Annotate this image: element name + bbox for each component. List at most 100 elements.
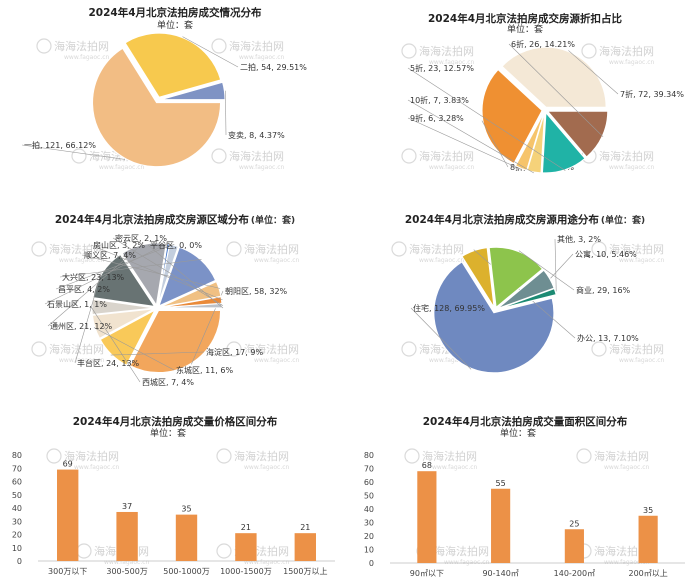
pie-slice-label: 朝阳区, 58, 32% [225, 287, 288, 296]
watermark-logo-icon [401, 148, 417, 164]
pie-leader-line [554, 238, 557, 292]
bar-value-label: 68 [422, 461, 432, 470]
x-tick-label: 90㎡以下 [410, 569, 444, 578]
watermark-logo-icon [226, 241, 242, 257]
x-tick-label: 200㎡以上 [628, 569, 667, 578]
pie-slice [159, 280, 222, 308]
watermark-logo-icon [391, 241, 407, 257]
pie-slice-label: 5折, 23, 12.57% [410, 63, 474, 73]
pie-slice [497, 288, 557, 310]
pie-slice-label: 6折, 26, 14.21% [511, 39, 575, 49]
chart-title-main: 2024年4月北京法拍房成交房源区域分布 [55, 213, 250, 226]
pie-leader-line [182, 36, 239, 68]
watermark-url: www.fagaoc.cn [59, 257, 105, 264]
bar [638, 515, 658, 563]
pie-slice [91, 298, 155, 316]
x-tick-label: 500-1000万 [163, 567, 210, 576]
watermark-logo-icon [591, 241, 607, 257]
watermark-logo-icon [401, 341, 417, 357]
bar [116, 511, 138, 561]
pie-slice-label: 房山区, 3, 2% [93, 240, 145, 250]
bar-chart-price-range: 海海法拍网www.fagaoc.cn海海法拍网www.fagaoc.cn海海法拍… [12, 415, 335, 576]
watermark-logo-icon [591, 341, 607, 357]
pie-chart-auction-round: 海海法拍网www.fagaoc.cn海海法拍网www.fagaoc.cn海海法拍… [21, 6, 307, 171]
bar-value-label: 35 [643, 506, 653, 515]
pie-slice [541, 111, 586, 174]
watermark-text: 海海法拍网 [54, 39, 109, 53]
pie-slice-label: 东城区, 11, 6% [176, 365, 233, 375]
pie-slice-label: 8折, 55, 30.05% [510, 162, 574, 172]
watermark-logo-icon [36, 38, 52, 54]
chart-panel-area-range: 海海法拍网 www.fagaoc.cn 海海法拍网 www.fagaoc.cn 海海法拍… [350, 405, 700, 586]
watermark-text: 海海法拍网 [434, 544, 489, 558]
pie-leader-line [518, 250, 575, 291]
y-tick-label: 60 [12, 478, 22, 487]
chart-panel-district: 海海法拍网 www.fagaoc.cn 海海法拍网 www.fagaoc.cn 海海法拍… [0, 205, 350, 400]
pie-leader-line [110, 351, 205, 356]
chart-title: 2024年4月北京法拍房成交量面积区间分布 [423, 415, 628, 428]
watermark-url: www.fagaoc.cn [239, 164, 285, 171]
chart-title: 2024年4月北京法拍房成交情况分布 [88, 6, 262, 19]
bar [175, 514, 198, 561]
pie-slice-label: 变卖, 8, 4.37% [228, 130, 285, 140]
pie-slice-label: 顺义区, 7, 4% [84, 251, 136, 260]
pie-leader-line [407, 99, 535, 174]
chart-subtitle: (单位：套) [251, 214, 295, 226]
x-tick-label: 300-500万 [106, 567, 147, 576]
x-tick-label: 90-140㎡ [482, 569, 518, 578]
watermark-url: www.fagaoc.cn [64, 54, 110, 61]
watermark-logo-icon [46, 448, 62, 464]
chart-panel-price-range: 海海法拍网www.fagaoc.cn海海法拍网www.fagaoc.cn海海法拍… [0, 405, 350, 586]
bar [491, 488, 511, 563]
pie-slice [481, 68, 543, 165]
chart-title-main: 2024年4月北京法拍房成交房源用途分布 [405, 213, 600, 226]
watermark-logo-icon [31, 341, 47, 357]
y-tick-label: 10 [364, 546, 374, 555]
watermark-logo-icon [401, 43, 417, 59]
bar-value-label: 25 [569, 519, 579, 528]
pie-leader-line [112, 237, 224, 306]
chart-panel-discount: 海海法拍网 www.fagaoc.cn 海海法拍网 www.fagaoc.cn 海海法拍… [350, 0, 700, 200]
watermark-logo-icon [576, 448, 592, 464]
chart-title: 2024年4月北京法拍房成交量价格区间分布 [73, 415, 278, 428]
watermark-logo-icon [404, 448, 420, 464]
watermark-logo-icon [31, 241, 47, 257]
pie-slice [461, 247, 495, 308]
chart-subtitle: 单位：套 [507, 23, 543, 35]
watermark-text: 海海法拍网 [229, 149, 284, 163]
y-tick-label: 10 [12, 544, 22, 553]
watermark-url: www.fagaoc.cn [244, 464, 290, 471]
watermark-text: 海海法拍网 [609, 242, 664, 256]
y-tick-label: 20 [12, 531, 22, 540]
chart-title: 2024年4月北京法拍房成交房源折扣占比 [428, 12, 623, 25]
watermark-text: 海海法拍网 [422, 449, 477, 463]
pie-leader-line [55, 244, 175, 290]
watermark-text: 海海法拍网 [419, 44, 474, 58]
watermark-logo-icon [211, 148, 227, 164]
x-tick-label: 1000-1500万 [220, 567, 272, 576]
watermark-logo-icon [226, 341, 242, 357]
watermark-logo-icon [581, 43, 597, 59]
watermark-text: 海海法拍网 [234, 449, 289, 463]
chart-title: 2024年4月北京法拍房成交房源用途分布 (单位：套) [405, 213, 645, 226]
pie-leader-line [90, 244, 223, 301]
y-tick-label: 50 [12, 491, 22, 500]
bar-value-label: 37 [122, 502, 132, 511]
watermark-url: www.fagaoc.cn [244, 559, 290, 566]
chart-panel-auction-round: 海海法拍网 www.fagaoc.cn 海海法拍网 www.fagaoc.cn 海海法拍… [0, 0, 350, 200]
chart-subtitle: 单位：套 [150, 427, 186, 439]
pie-slice-label: 其他, 3, 2% [557, 234, 601, 244]
pie-leader-line [147, 244, 224, 309]
